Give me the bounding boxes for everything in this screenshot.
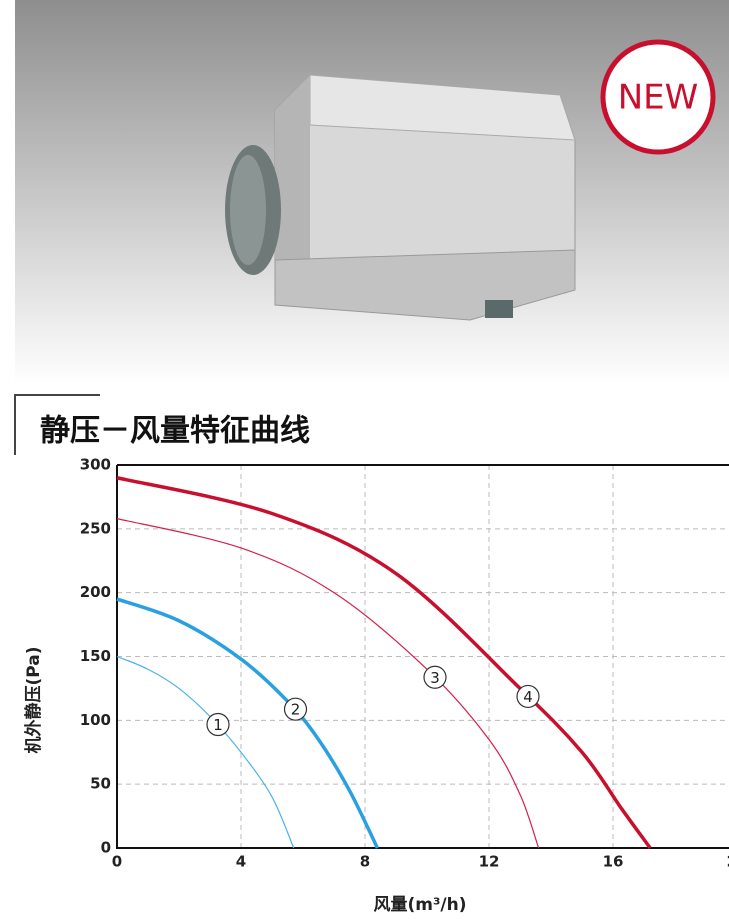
y-tick-label: 0 [101, 839, 111, 857]
plot: 0501001502002503000481216201234 [80, 456, 729, 871]
chart-title: 静压－风量特征曲线 [40, 414, 310, 449]
series-line [116, 655, 295, 849]
x-tick-label: 4 [236, 853, 246, 871]
product-photo [15, 0, 729, 385]
x-tick-label: 0 [112, 853, 122, 871]
series-label: 2 [291, 701, 301, 719]
series-label-circle [516, 684, 540, 709]
y-axis-label: 机外静压(Pa) [23, 646, 44, 753]
series-line [116, 476, 652, 850]
axis-frame [116, 464, 729, 849]
y-tick-label: 150 [80, 647, 111, 665]
series-line [116, 518, 540, 849]
y-tick-label: 200 [80, 583, 111, 601]
y-tick-label: 250 [80, 519, 111, 537]
series-label-circle [283, 697, 308, 721]
series-label: 4 [523, 688, 533, 706]
new-badge: NEW [600, 39, 716, 155]
badge-text: NEW [618, 78, 699, 118]
y-tick-label: 50 [90, 775, 111, 793]
x-tick-label: 12 [479, 853, 500, 871]
title-bracket [14, 394, 100, 455]
series-label-circle [423, 665, 447, 689]
y-tick-label: 100 [80, 711, 111, 729]
x-axis-label: 风量(m³/h) [373, 894, 466, 915]
y-tick-label: 300 [80, 456, 111, 474]
x-tick-label: 8 [360, 853, 370, 871]
x-tick-label: 20 [727, 853, 729, 871]
series-label: 3 [430, 669, 440, 687]
series-line [116, 597, 379, 849]
series-label: 1 [213, 716, 223, 734]
x-tick-label: 16 [603, 853, 624, 871]
series-label-circle [206, 712, 230, 737]
